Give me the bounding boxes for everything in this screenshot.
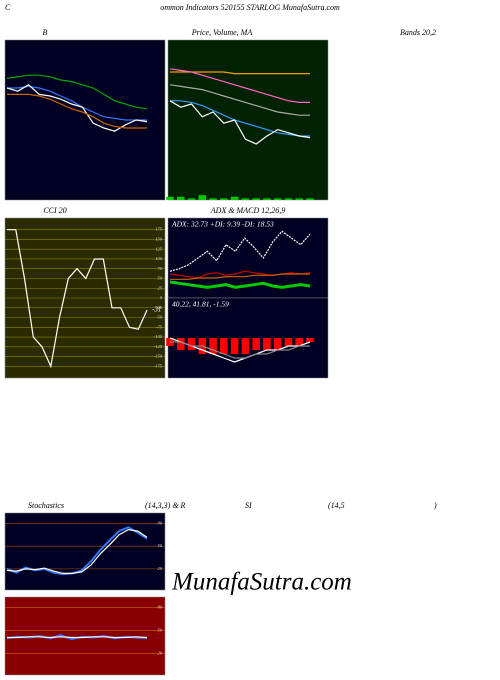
series-line bbox=[6, 528, 148, 574]
lower-header: (14,3,3) & R bbox=[145, 501, 186, 510]
bar bbox=[220, 198, 228, 200]
y-tick-label: -150 bbox=[154, 354, 163, 359]
y-tick-label: 25 bbox=[158, 285, 163, 290]
header-title: ommon Indicators 520155 STARLOG MunafaSu… bbox=[160, 3, 340, 12]
bar bbox=[306, 198, 314, 200]
y-tick-label: 50 bbox=[158, 276, 163, 281]
y-tick-label: 80 bbox=[158, 521, 163, 526]
bar bbox=[187, 198, 196, 200]
bar bbox=[295, 198, 303, 200]
bar bbox=[241, 338, 250, 354]
y-tick-label: 175 bbox=[155, 227, 163, 232]
series-line bbox=[170, 341, 310, 359]
bar bbox=[263, 198, 271, 200]
bands-label: Bands 20,2 bbox=[400, 28, 436, 37]
watermark: MunafaSutra.com bbox=[171, 569, 352, 596]
bar bbox=[220, 338, 228, 354]
y-tick-label: -75 bbox=[156, 324, 163, 329]
bar bbox=[230, 196, 239, 200]
bar bbox=[177, 338, 185, 350]
bar bbox=[177, 196, 185, 200]
series-line bbox=[169, 270, 311, 279]
y-tick-label: -50 bbox=[156, 315, 163, 320]
value-label: -31 bbox=[152, 306, 161, 314]
series-line bbox=[7, 93, 147, 129]
series-line bbox=[6, 74, 148, 110]
series-line bbox=[169, 280, 311, 289]
panel-title: CCI 20 bbox=[43, 206, 66, 215]
y-tick-label: -100 bbox=[154, 334, 163, 339]
lower-header: (14,5 bbox=[328, 501, 345, 510]
y-tick-label: 20 bbox=[158, 566, 163, 571]
y-tick-label: 150 bbox=[155, 236, 163, 241]
lower-header: SI bbox=[245, 501, 252, 510]
bar bbox=[252, 338, 260, 350]
series-line bbox=[169, 100, 311, 145]
header-initial: C bbox=[5, 3, 11, 12]
lower-header: Stochastics bbox=[28, 501, 64, 510]
series-line bbox=[169, 230, 311, 272]
bar bbox=[187, 338, 196, 350]
bar bbox=[263, 338, 271, 350]
series-line bbox=[6, 84, 148, 132]
y-tick-label: 20 bbox=[158, 651, 163, 656]
y-tick-label: 50 bbox=[158, 628, 163, 633]
bar bbox=[241, 198, 250, 200]
bar bbox=[273, 338, 282, 350]
bar bbox=[252, 198, 260, 200]
bar bbox=[306, 338, 314, 342]
bar bbox=[230, 338, 239, 354]
bar bbox=[284, 198, 293, 200]
panel-title: ADX & MACD 12,26,9 bbox=[210, 206, 285, 215]
lower-header: ) bbox=[433, 501, 437, 510]
annotation: ADX: 32.73 +DI: 9.39 -DI: 18.53 bbox=[171, 220, 274, 229]
series-line bbox=[7, 229, 148, 369]
panel bbox=[4, 512, 166, 591]
series-line bbox=[7, 636, 148, 639]
y-tick-label: 100 bbox=[155, 256, 163, 261]
annotation: 40.22, 41.81, -1.59 bbox=[172, 300, 229, 309]
bar bbox=[209, 338, 217, 354]
y-tick-label: -25 bbox=[156, 305, 163, 310]
panel-title: Price, Volume, MA bbox=[191, 28, 253, 37]
bar bbox=[273, 198, 282, 200]
bar bbox=[284, 338, 293, 346]
series-line bbox=[169, 84, 310, 116]
y-tick-label: 125 bbox=[155, 246, 163, 251]
bar bbox=[295, 338, 303, 346]
bar bbox=[209, 198, 217, 200]
bar bbox=[166, 196, 174, 200]
series-line bbox=[169, 337, 311, 363]
y-tick-label: 75 bbox=[158, 266, 163, 271]
y-tick-label: -125 bbox=[154, 344, 163, 349]
panel bbox=[167, 39, 329, 201]
y-tick-label: 80 bbox=[158, 605, 163, 610]
series-line bbox=[170, 273, 310, 280]
series-line bbox=[170, 100, 310, 137]
series-line bbox=[169, 68, 310, 103]
y-tick-label: -175 bbox=[154, 363, 163, 368]
y-tick-label: 50 bbox=[158, 543, 163, 548]
bar bbox=[198, 195, 207, 200]
panel-title: B bbox=[43, 28, 48, 37]
y-tick-label: 0 bbox=[160, 295, 163, 300]
